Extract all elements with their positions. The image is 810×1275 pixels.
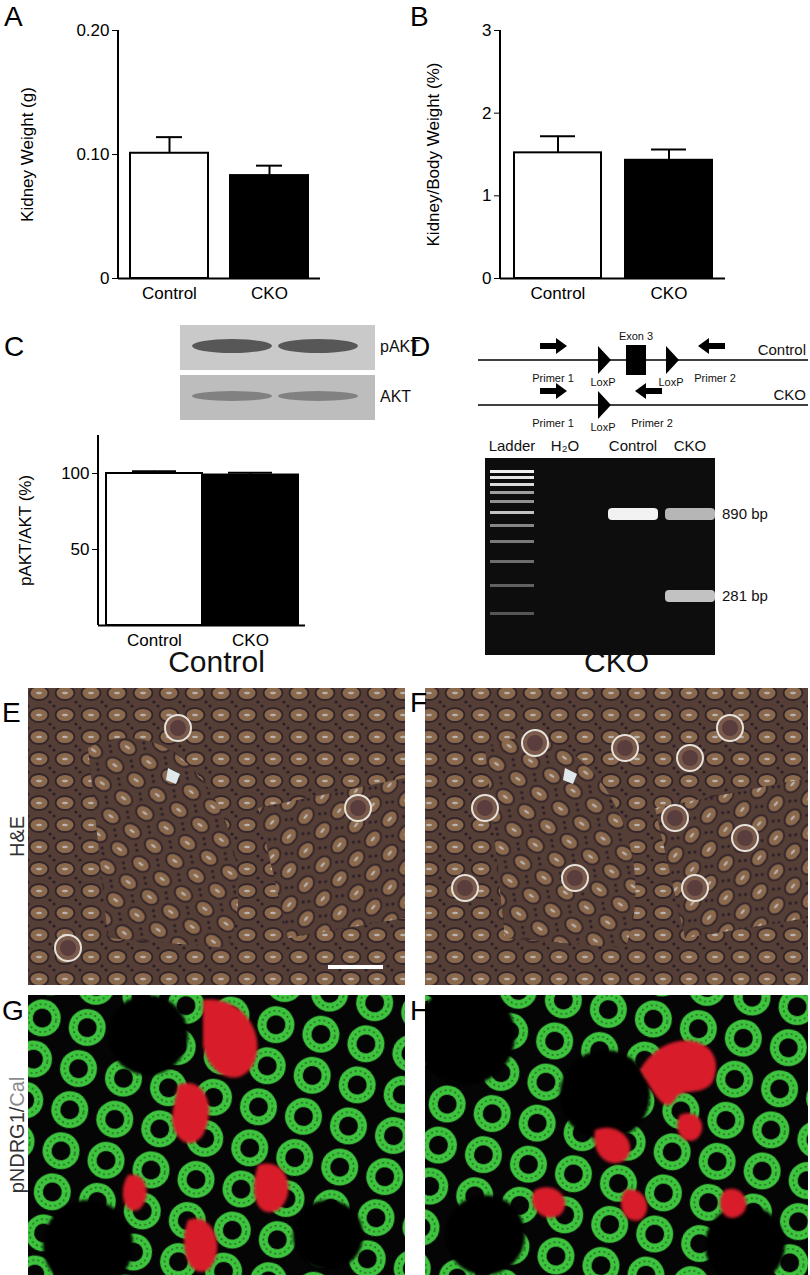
svg-text:0.10: 0.10 (76, 145, 109, 164)
svg-text:Primer 2: Primer 2 (631, 417, 673, 429)
svg-text:0.20: 0.20 (76, 21, 109, 40)
svg-text:Primer 2: Primer 2 (694, 372, 736, 384)
svg-text:C: C (4, 331, 24, 362)
svg-text:pAKT/AKT (%): pAKT/AKT (%) (16, 475, 35, 586)
svg-text:CKO: CKO (584, 645, 649, 678)
svg-text:1: 1 (482, 186, 491, 205)
svg-text:Control: Control (531, 284, 586, 303)
svg-text:281 bp: 281 bp (722, 587, 768, 604)
svg-text:Control: Control (609, 437, 657, 454)
svg-text:Kidney/Body Weight (%): Kidney/Body Weight (%) (424, 63, 443, 247)
svg-text:2: 2 (482, 104, 491, 123)
svg-text:50: 50 (71, 540, 90, 559)
svg-text:CKO: CKO (251, 284, 288, 303)
svg-text:0: 0 (100, 269, 109, 288)
svg-text:Ladder: Ladder (489, 437, 536, 454)
svg-text:F: F (410, 687, 427, 718)
svg-text:CKO: CKO (773, 386, 806, 403)
svg-text:3: 3 (482, 21, 491, 40)
svg-text:100: 100 (61, 464, 89, 483)
svg-text:CKO: CKO (674, 437, 707, 454)
svg-text:A: A (4, 1, 23, 32)
svg-text:Control: Control (168, 645, 265, 678)
svg-text:0: 0 (482, 269, 491, 288)
svg-text:G: G (2, 995, 24, 1026)
svg-text:LoxP: LoxP (590, 421, 615, 433)
svg-text:Primer 1: Primer 1 (532, 417, 574, 429)
svg-text:E: E (2, 697, 21, 728)
svg-text:CKO: CKO (651, 284, 688, 303)
svg-text:D: D (410, 331, 430, 362)
svg-text:Control: Control (758, 341, 806, 358)
svg-text:890 bp: 890 bp (722, 505, 768, 522)
svg-text:Primer 1: Primer 1 (532, 372, 574, 384)
svg-text:Kidney Weight (g): Kidney Weight (g) (18, 87, 37, 222)
svg-text:H: H (410, 995, 430, 1026)
svg-text:H₂O: H₂O (551, 437, 579, 454)
svg-text:LoxP: LoxP (658, 376, 683, 388)
svg-text:AKT: AKT (380, 388, 411, 405)
svg-text:LoxP: LoxP (590, 376, 615, 388)
svg-text:H&E: H&E (6, 816, 28, 857)
svg-text:Exon 3: Exon 3 (619, 330, 653, 342)
svg-text:pAKT: pAKT (380, 338, 420, 355)
svg-text:Control: Control (127, 631, 182, 650)
svg-text:pNDRG1/Cal: pNDRG1/Cal (6, 1077, 28, 1194)
svg-text:Control: Control (142, 284, 197, 303)
svg-text:CKO: CKO (232, 631, 269, 650)
svg-text:B: B (410, 1, 429, 32)
